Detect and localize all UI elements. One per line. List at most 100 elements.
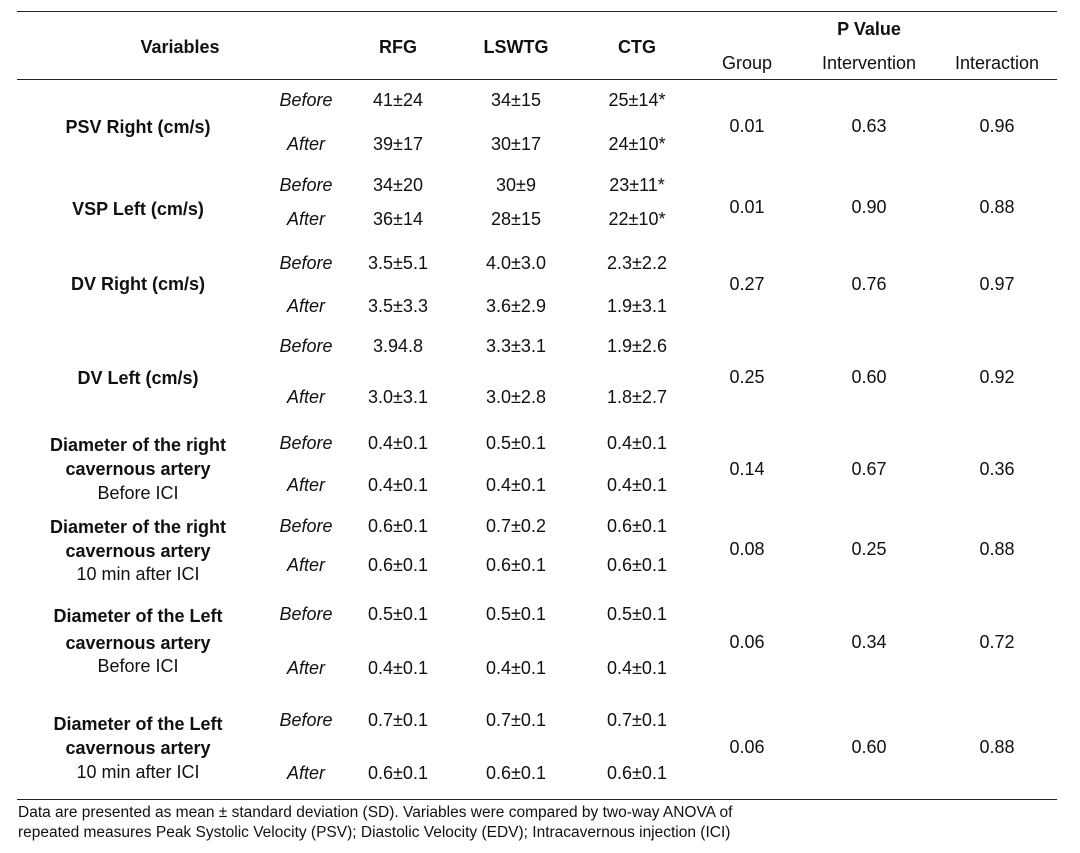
footnote-line-1: Data are presented as mean ± standard de…: [18, 804, 733, 821]
cell-before: 2.3±2.2: [607, 253, 667, 273]
cell-p-value: 0.97: [979, 274, 1015, 294]
cell-p-value: 0.76: [851, 274, 887, 294]
row-label: cavernous artery: [65, 738, 211, 758]
cell-after: 30±17: [491, 134, 541, 154]
cell-p-value: 0.88: [979, 539, 1015, 559]
before-label: Before: [279, 90, 333, 110]
cell-before: 0.7±0.1: [486, 710, 546, 730]
cell-p-value: 0.14: [729, 459, 765, 479]
after-label: After: [286, 134, 326, 154]
after-label: After: [286, 763, 326, 783]
cell-after: 3.0±3.1: [368, 387, 428, 407]
cell-p-value: 0.36: [979, 459, 1015, 479]
cell-after: 0.6±0.1: [607, 763, 667, 783]
cell-before: 0.4±0.1: [368, 433, 428, 453]
cell-after: 3.6±2.9: [486, 296, 546, 316]
cell-after: 1.8±2.7: [607, 387, 667, 407]
cell-p-value: 0.08: [729, 539, 765, 559]
cell-before: 0.4±0.1: [607, 433, 667, 453]
after-label: After: [286, 296, 326, 316]
after-label: After: [286, 555, 326, 575]
cell-p-value: 0.88: [979, 197, 1015, 217]
cell-after: 0.6±0.1: [607, 555, 667, 575]
cell-before: 23±11*: [609, 175, 665, 195]
row-label: 10 min after ICI: [76, 762, 200, 782]
bottom-rule: [17, 799, 1057, 800]
row-label: Diameter of the right: [49, 435, 227, 455]
row-label: DV Left (cm/s): [77, 368, 199, 388]
after-label: After: [286, 475, 326, 495]
cell-p-value: 0.27: [729, 274, 765, 294]
cell-before: 34±20: [373, 175, 423, 195]
header-p-value: P Value: [837, 19, 901, 39]
cell-p-value: 0.25: [851, 539, 887, 559]
cell-before: 34±15: [491, 90, 541, 110]
cell-p-value: 0.60: [851, 737, 887, 757]
cell-p-value: 0.06: [729, 737, 765, 757]
cell-p-value: 0.90: [851, 197, 887, 217]
cell-before: 0.7±0.1: [607, 710, 667, 730]
header-rule: [17, 79, 1057, 80]
before-label: Before: [279, 253, 333, 273]
cell-after: 0.4±0.1: [368, 658, 428, 678]
row-label: cavernous artery: [65, 541, 211, 561]
after-label: After: [286, 658, 326, 678]
header-group-ctg: CTG: [618, 37, 656, 57]
cell-p-value: 0.34: [851, 632, 887, 652]
cell-before: 0.5±0.1: [607, 604, 667, 624]
row-label: Before ICI: [97, 656, 179, 676]
cell-after: 39±17: [373, 134, 423, 154]
cell-p-value: 0.01: [729, 197, 765, 217]
cell-after: 36±14: [373, 209, 423, 229]
cell-before: 0.5±0.1: [368, 604, 428, 624]
cell-before: 3.94.8: [372, 336, 424, 356]
cell-before: 0.6±0.1: [607, 516, 667, 536]
cell-before: 25±14*: [608, 90, 666, 110]
before-label: Before: [279, 175, 333, 195]
row-label: VSP Left (cm/s): [72, 199, 204, 219]
header-group-rfg: RFG: [379, 37, 417, 57]
before-label: Before: [279, 336, 333, 356]
cell-before: 0.7±0.2: [486, 516, 546, 536]
cell-after: 22±10*: [608, 209, 666, 229]
cell-before: 1.9±2.6: [607, 336, 667, 356]
after-label: After: [286, 209, 326, 229]
cell-after: 0.6±0.1: [486, 555, 546, 575]
cell-before: 0.5±0.1: [486, 433, 546, 453]
row-label: cavernous artery: [65, 633, 211, 653]
footnote-line-2: repeated measures Peak Systolic Velocity…: [18, 824, 731, 841]
row-label: cavernous artery: [65, 459, 211, 479]
cell-p-value: 0.06: [729, 632, 765, 652]
cell-after: 3.5±3.3: [368, 296, 428, 316]
top-rule: [17, 11, 1057, 12]
cell-p-value: 0.96: [979, 116, 1015, 136]
before-label: Before: [279, 710, 333, 730]
cell-p-value: 0.25: [729, 367, 765, 387]
cell-before: 4.0±3.0: [486, 253, 546, 273]
row-label: DV Right (cm/s): [70, 274, 206, 294]
cell-p-value: 0.88: [979, 737, 1015, 757]
row-label: PSV Right (cm/s): [65, 117, 211, 137]
cell-after: 0.6±0.1: [486, 763, 546, 783]
header-p-interaction: Interaction: [954, 53, 1040, 73]
row-label: Diameter of the right: [49, 517, 227, 537]
cell-after: 0.4±0.1: [368, 475, 428, 495]
after-label: After: [286, 387, 326, 407]
cell-after: 24±10*: [608, 134, 666, 154]
cell-before: 0.6±0.1: [368, 516, 428, 536]
cell-before: 30±9: [496, 175, 536, 195]
header-p-intervention: Intervention: [821, 53, 917, 73]
header-group-lswtg: LSWTG: [483, 37, 549, 57]
row-label: Diameter of the Left: [53, 606, 223, 626]
cell-before: 3.3±3.1: [486, 336, 546, 356]
header-p-group: Group: [721, 53, 773, 73]
cell-p-value: 0.01: [729, 116, 765, 136]
before-label: Before: [279, 604, 333, 624]
header-variables: Variables: [140, 37, 220, 57]
row-label: Diameter of the Left: [53, 714, 223, 734]
cell-p-value: 0.63: [851, 116, 887, 136]
cell-after: 1.9±3.1: [607, 296, 667, 316]
cell-before: 3.5±5.1: [368, 253, 428, 273]
cell-p-value: 0.67: [851, 459, 887, 479]
